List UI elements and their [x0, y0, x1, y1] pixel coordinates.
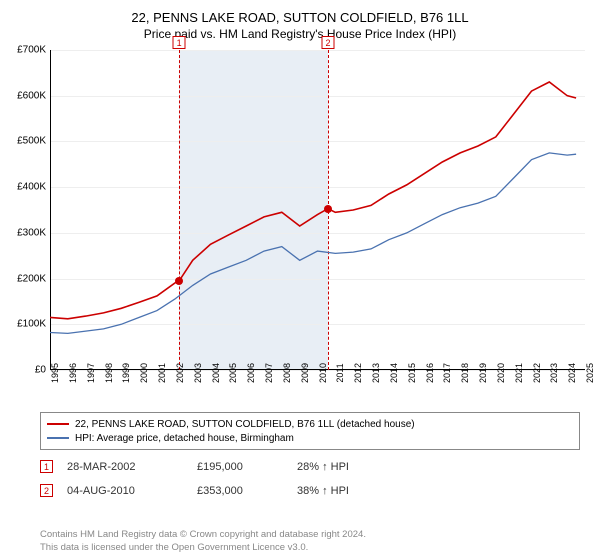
- series-property: [50, 82, 576, 319]
- legend-item: HPI: Average price, detached house, Birm…: [47, 431, 573, 445]
- legend-swatch: [47, 423, 69, 425]
- title-subtitle: Price paid vs. HM Land Registry's House …: [0, 27, 600, 41]
- sale-row-badge: 2: [40, 484, 53, 497]
- y-tick-label: £0: [35, 365, 46, 376]
- y-tick-label: £100K: [17, 319, 46, 330]
- sale-marker-dot: [324, 205, 332, 213]
- attribution: Contains HM Land Registry data © Crown c…: [40, 529, 366, 554]
- title-block: 22, PENNS LAKE ROAD, SUTTON COLDFIELD, B…: [0, 0, 600, 41]
- y-tick-label: £300K: [17, 227, 46, 238]
- sale-hpi: 38% ↑ HPI: [297, 485, 397, 497]
- attribution-line2: This data is licensed under the Open Gov…: [40, 542, 366, 554]
- y-axis: £0£100K£200K£300K£400K£500K£600K£700K: [0, 50, 50, 370]
- x-tick-label: 2025: [585, 363, 595, 383]
- legend-swatch: [47, 437, 69, 439]
- sale-row: 2 04-AUG-2010£353,00038% ↑ HPI: [40, 484, 397, 497]
- legend-item: 22, PENNS LAKE ROAD, SUTTON COLDFIELD, B…: [47, 417, 573, 431]
- chart-lines: [50, 50, 585, 370]
- legend: 22, PENNS LAKE ROAD, SUTTON COLDFIELD, B…: [40, 412, 580, 450]
- y-tick-label: £500K: [17, 136, 46, 147]
- sale-price: £195,000: [197, 461, 297, 473]
- sale-date: 28-MAR-2002: [67, 461, 197, 473]
- sale-marker-badge: 2: [322, 36, 335, 49]
- x-axis: 1995199619971998199920002001200220032004…: [50, 370, 585, 400]
- sale-marker-badge: 1: [173, 36, 186, 49]
- sale-price: £353,000: [197, 485, 297, 497]
- legend-label: HPI: Average price, detached house, Birm…: [75, 433, 294, 444]
- y-tick-label: £600K: [17, 90, 46, 101]
- chart-container: 22, PENNS LAKE ROAD, SUTTON COLDFIELD, B…: [0, 0, 600, 560]
- legend-label: 22, PENNS LAKE ROAD, SUTTON COLDFIELD, B…: [75, 419, 415, 430]
- y-tick-label: £700K: [17, 45, 46, 56]
- sale-row-badge: 1: [40, 460, 53, 473]
- attribution-line1: Contains HM Land Registry data © Crown c…: [40, 529, 366, 541]
- plot-area: 12: [50, 50, 585, 370]
- sale-marker-dot: [175, 277, 183, 285]
- sale-row: 1 28-MAR-2002£195,00028% ↑ HPI: [40, 460, 397, 473]
- title-address: 22, PENNS LAKE ROAD, SUTTON COLDFIELD, B…: [0, 10, 600, 25]
- sale-date: 04-AUG-2010: [67, 485, 197, 497]
- y-tick-label: £200K: [17, 273, 46, 284]
- y-tick-label: £400K: [17, 182, 46, 193]
- sale-hpi: 28% ↑ HPI: [297, 461, 397, 473]
